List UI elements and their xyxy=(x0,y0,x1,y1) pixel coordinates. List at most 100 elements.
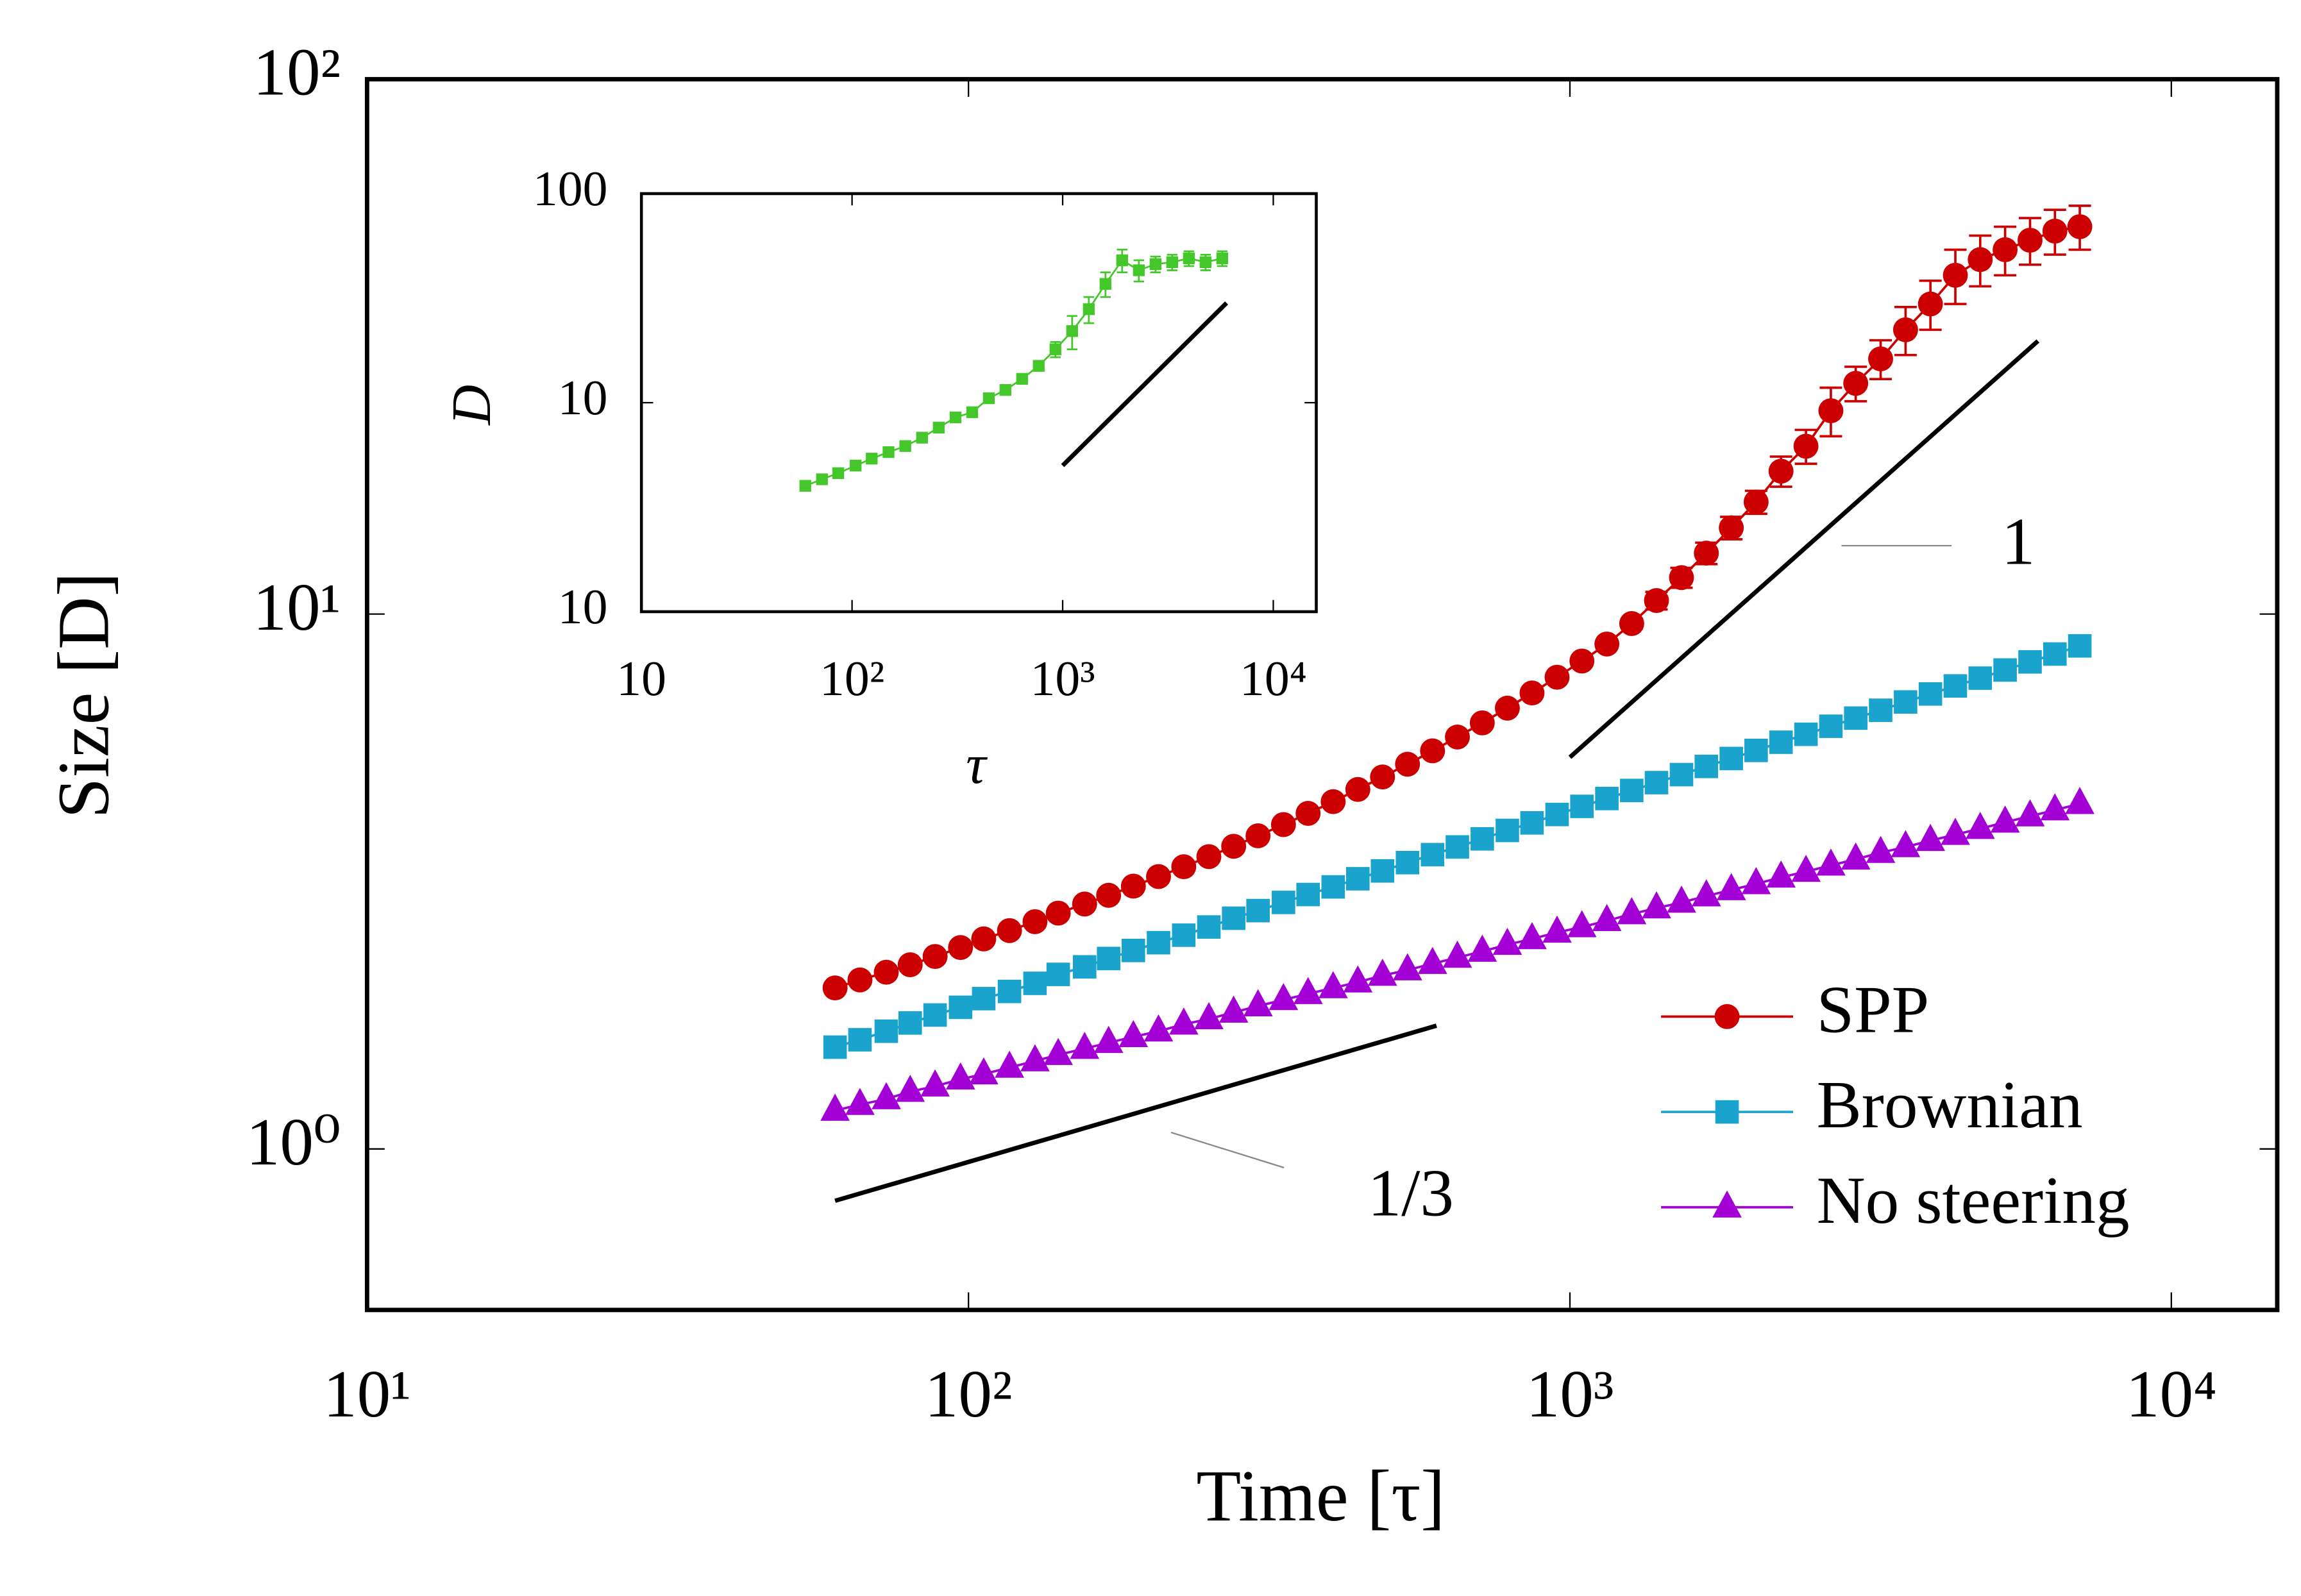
marker xyxy=(1715,1100,1739,1124)
marker xyxy=(1595,787,1619,811)
marker xyxy=(948,995,973,1020)
marker xyxy=(1617,897,1647,925)
marker xyxy=(1318,971,1348,998)
marker xyxy=(1216,252,1229,265)
marker xyxy=(1166,256,1179,269)
marker xyxy=(1744,739,1768,762)
marker xyxy=(1097,946,1120,971)
y-tick-label: 10 xyxy=(558,370,608,425)
marker xyxy=(822,975,848,1001)
marker xyxy=(1171,854,1197,880)
marker xyxy=(1843,371,1869,396)
x-tick-label: 10² xyxy=(820,651,884,706)
marker xyxy=(873,959,899,985)
marker xyxy=(1619,611,1644,636)
marker xyxy=(1183,252,1195,265)
marker xyxy=(1669,762,1694,787)
marker xyxy=(995,1050,1025,1078)
marker xyxy=(1096,882,1122,908)
marker xyxy=(898,1011,922,1035)
marker xyxy=(1667,886,1696,913)
y-tick-label: 10⁰ xyxy=(246,1104,341,1179)
marker xyxy=(1592,903,1622,932)
marker xyxy=(1321,875,1345,899)
marker xyxy=(1116,254,1128,267)
marker xyxy=(1293,977,1323,1004)
marker xyxy=(1544,664,1570,690)
marker xyxy=(949,411,962,424)
marker xyxy=(1149,258,1161,271)
marker xyxy=(1045,900,1071,926)
marker xyxy=(1965,812,1995,839)
marker xyxy=(1246,898,1270,923)
marker xyxy=(1691,879,1721,907)
marker xyxy=(1446,835,1469,859)
marker xyxy=(1891,830,1921,857)
marker xyxy=(2042,218,2068,244)
x-tick-label: 10 xyxy=(616,651,666,706)
marker xyxy=(1367,958,1397,986)
marker xyxy=(1542,915,1572,943)
marker xyxy=(1020,1044,1050,1071)
marker xyxy=(1072,955,1097,979)
marker xyxy=(1296,882,1320,907)
marker xyxy=(923,1003,947,1027)
marker xyxy=(1370,859,1395,883)
marker xyxy=(2043,642,2067,666)
marker xyxy=(1043,1037,1074,1065)
marker xyxy=(1570,794,1594,818)
marker xyxy=(1917,291,1943,317)
marker xyxy=(832,467,845,480)
marker xyxy=(997,918,1022,943)
marker xyxy=(1892,317,1918,342)
marker xyxy=(1791,854,1821,882)
marker xyxy=(1712,1190,1742,1218)
marker xyxy=(1442,940,1472,968)
marker xyxy=(969,1057,999,1085)
marker xyxy=(1168,1007,1199,1035)
marker xyxy=(874,1019,898,1043)
marker xyxy=(2040,793,2070,821)
x-axis-title: Time [τ] xyxy=(1196,1455,1445,1536)
marker xyxy=(1083,303,1095,315)
x-tick-label: 10² xyxy=(925,1356,1013,1431)
marker xyxy=(1569,648,1595,674)
marker xyxy=(1197,915,1221,939)
marker xyxy=(1494,695,1520,721)
marker xyxy=(1343,965,1373,993)
marker xyxy=(1420,843,1445,867)
marker xyxy=(1866,836,1896,863)
marker xyxy=(1642,891,1671,919)
y-tick-label: 10² xyxy=(253,35,341,110)
marker xyxy=(1869,698,1892,722)
marker xyxy=(1023,971,1047,995)
marker xyxy=(1545,802,1569,827)
marker xyxy=(1669,565,1694,591)
marker xyxy=(932,421,945,433)
marker xyxy=(1345,777,1370,802)
marker xyxy=(1644,588,1669,614)
marker xyxy=(1496,818,1519,843)
marker xyxy=(1199,256,1212,269)
marker xyxy=(1990,805,2020,833)
marker xyxy=(1022,909,1048,934)
marker xyxy=(1221,834,1247,859)
annotation: 1/3 xyxy=(1368,1155,1454,1230)
marker xyxy=(2065,787,2094,814)
y-axis-title: D xyxy=(441,385,502,426)
marker xyxy=(1818,398,1844,423)
marker xyxy=(1268,982,1299,1011)
marker xyxy=(1016,373,1028,385)
x-tick-label: 10¹ xyxy=(323,1356,411,1431)
y-tick-label: 10 xyxy=(558,579,608,634)
marker xyxy=(1519,680,1545,706)
marker xyxy=(1395,752,1420,777)
annotation-leader xyxy=(1170,1131,1285,1169)
marker xyxy=(799,480,811,492)
marker xyxy=(1719,515,1744,541)
marker xyxy=(945,1062,975,1090)
marker xyxy=(1694,754,1719,778)
marker xyxy=(922,944,948,970)
marker xyxy=(1146,864,1171,889)
marker xyxy=(1099,278,1111,290)
